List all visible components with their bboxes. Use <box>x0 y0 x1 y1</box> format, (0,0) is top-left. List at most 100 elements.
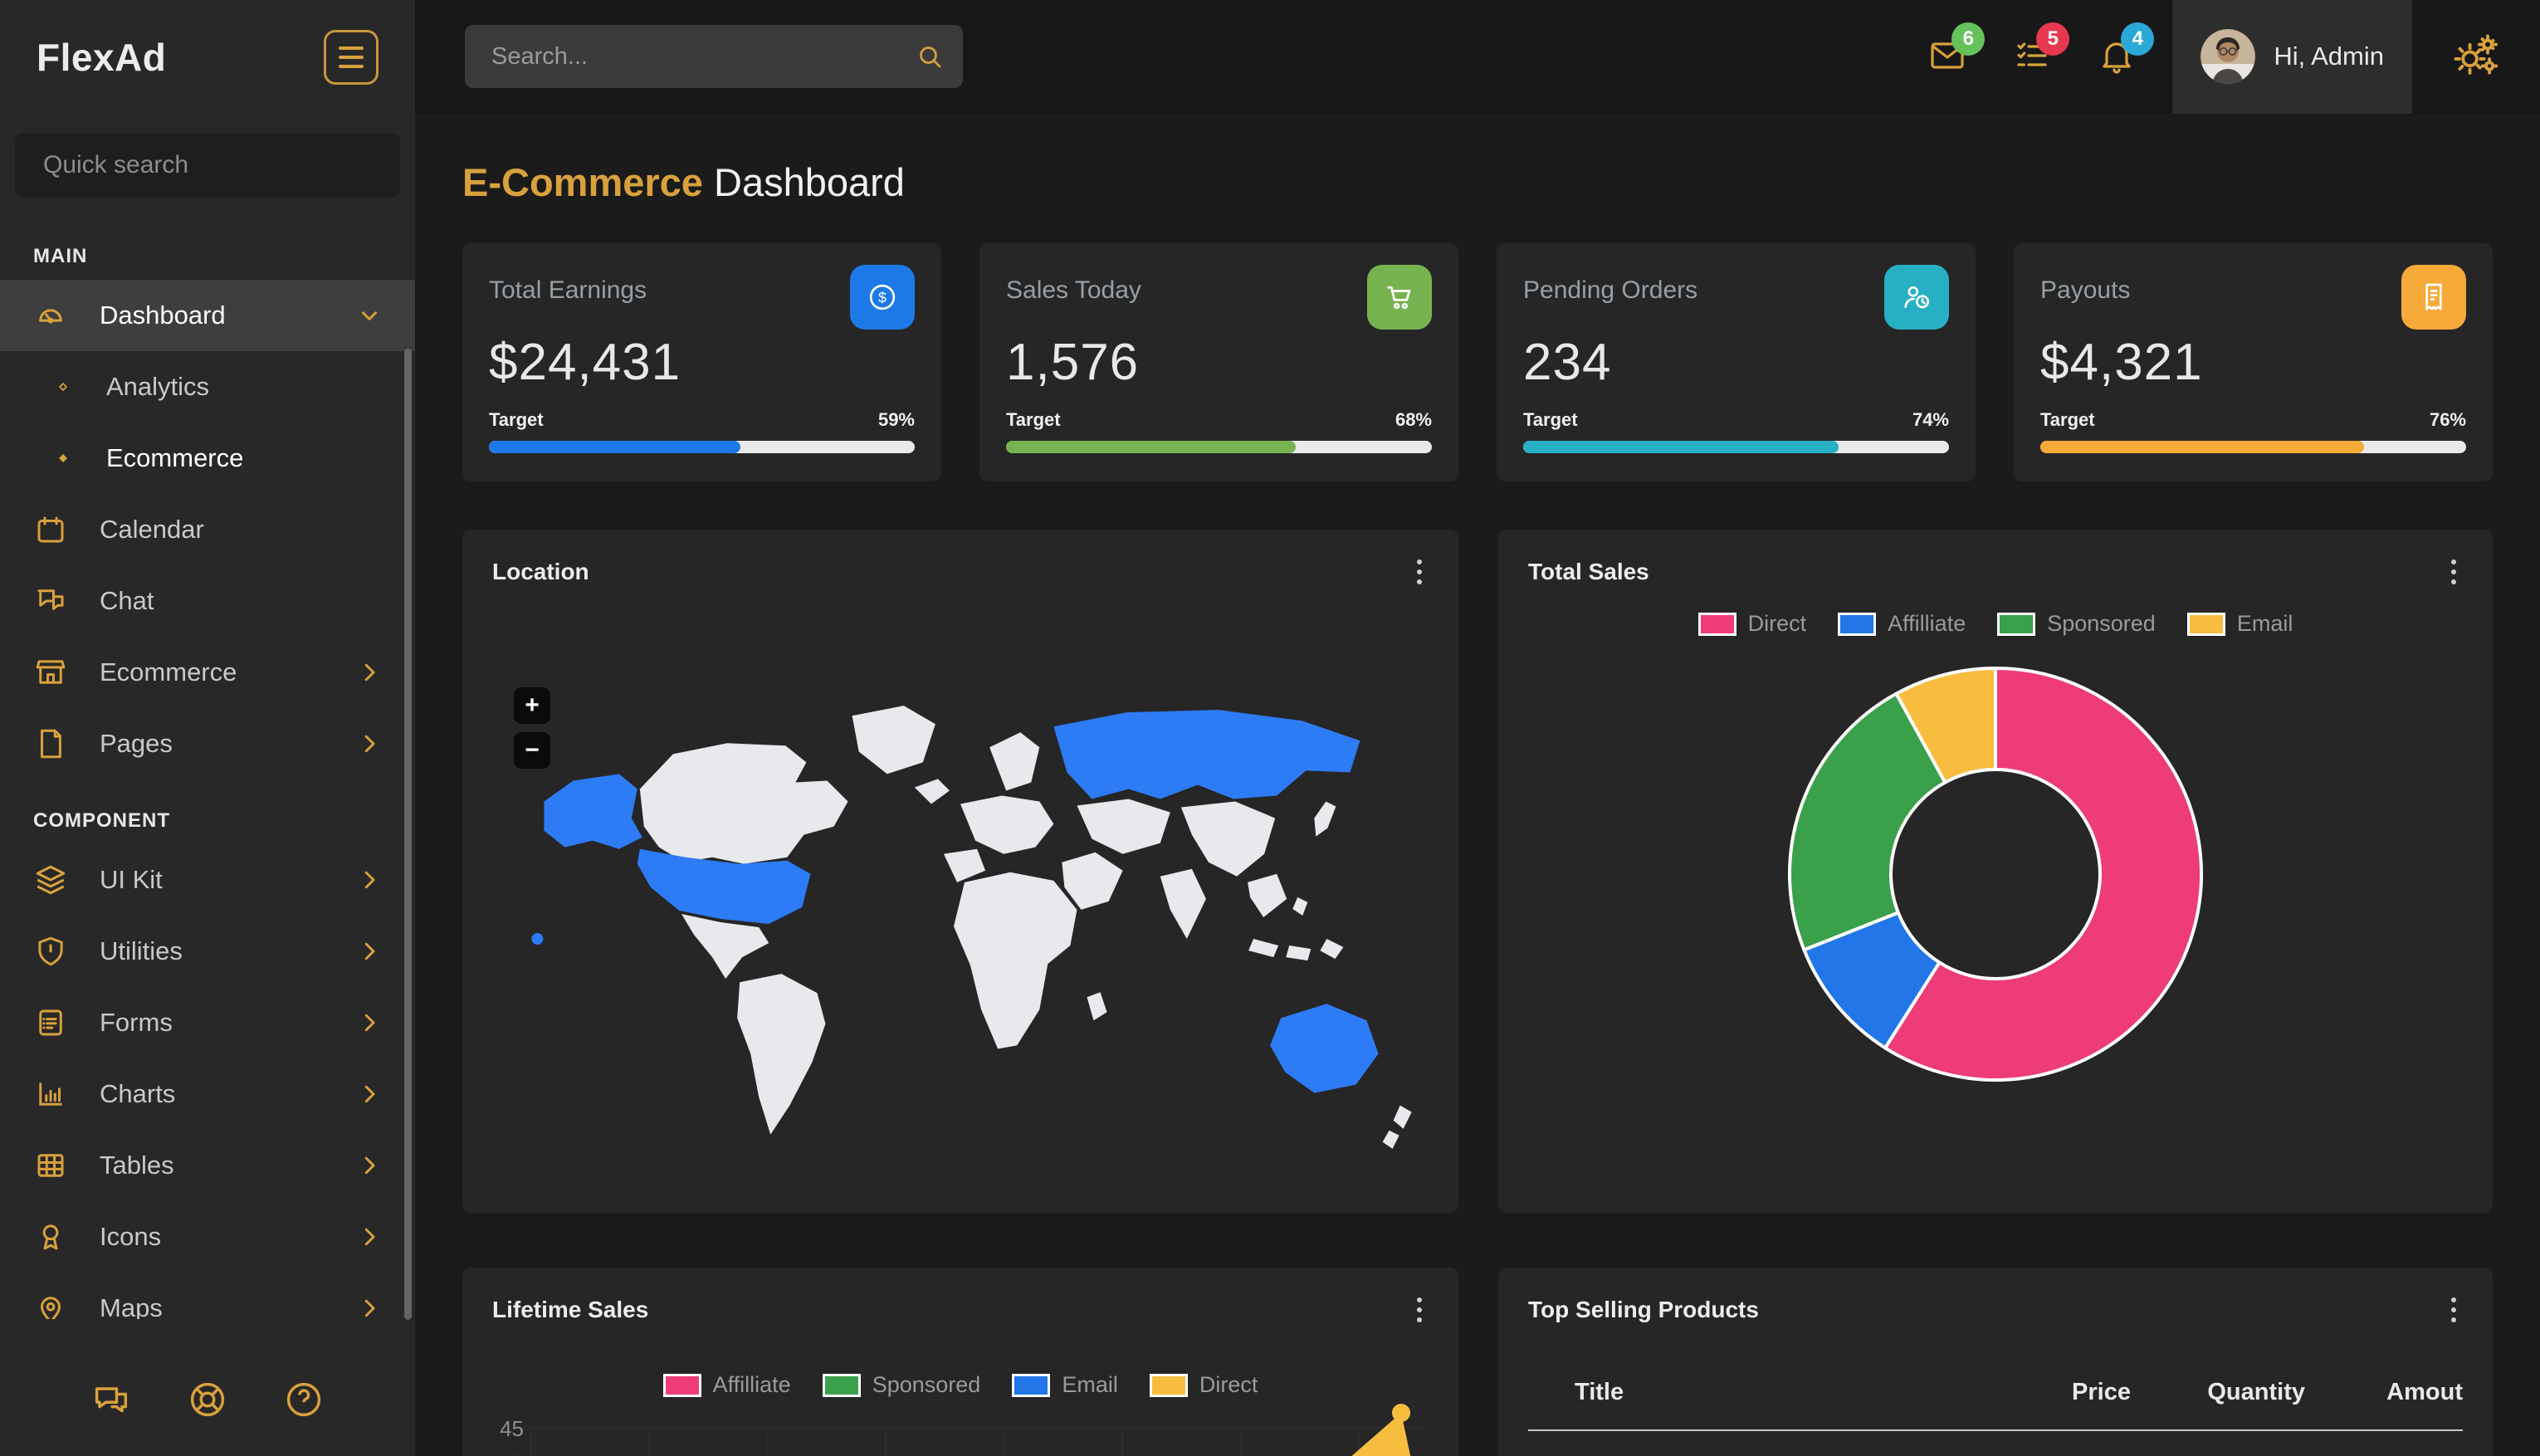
card-title: Lifetime Sales <box>492 1297 649 1322</box>
progress-track <box>1523 441 1949 453</box>
target-percent: 76% <box>2429 409 2466 430</box>
sidebar-item-label: Ecommerce <box>106 443 244 472</box>
card-menu-button[interactable] <box>1410 555 1429 589</box>
world-map[interactable]: + − <box>492 589 1429 1204</box>
donut-slice-direct <box>1883 667 2203 1082</box>
chevron-right-icon <box>357 1153 382 1178</box>
stat-card-payouts: Payouts $4,321 Target 76% <box>2014 243 2493 481</box>
user-menu[interactable]: Hi, Admin <box>2172 0 2412 114</box>
location-card: Location + − <box>462 530 1458 1213</box>
progress-track <box>1006 441 1432 453</box>
card-menu-button[interactable] <box>2445 1292 2463 1327</box>
topbar: 6 5 4 <box>415 0 2540 114</box>
sidebar-item-forms[interactable]: Forms <box>0 987 415 1058</box>
target-percent: 59% <box>877 409 915 430</box>
col-title: Title <box>1575 1379 1624 1405</box>
sidebar-item-label: Charts <box>100 1079 176 1108</box>
sidebar-item-label: Chat <box>100 586 154 615</box>
support-chat-button[interactable] <box>89 1378 134 1423</box>
clipboard-icon <box>33 1004 70 1041</box>
chevron-right-icon <box>357 867 382 892</box>
sidebar-scrollbar[interactable] <box>404 349 412 1320</box>
dollar-circle-icon: $ <box>850 265 915 330</box>
messages-button[interactable]: 6 <box>1927 22 1986 77</box>
sidebar-footer <box>0 1320 415 1456</box>
stat-value: $24,431 <box>489 334 681 391</box>
progress-fill <box>1006 441 1296 453</box>
lifebuoy-icon <box>190 1382 225 1417</box>
menu-toggle-button[interactable] <box>324 29 379 85</box>
lifebuoy-button[interactable] <box>185 1378 230 1423</box>
sidebar-item-label: Ecommerce <box>100 657 237 686</box>
chevron-right-icon <box>357 660 382 685</box>
messages-badge: 6 <box>1951 22 1986 56</box>
lifetime-sales-chart: 45 40 <box>492 1403 1429 1456</box>
col-quantity: Quantity <box>2207 1379 2305 1405</box>
settings-button[interactable] <box>2449 30 2502 83</box>
chevron-right-icon <box>357 1082 382 1107</box>
sidebar-item-dashboard[interactable]: Dashboard <box>0 280 415 351</box>
sidebar-item-tables[interactable]: Tables <box>0 1130 415 1201</box>
sidebar-item-icons[interactable]: Icons <box>0 1201 415 1273</box>
sidebar-item-pages[interactable]: Pages <box>0 708 415 779</box>
notifications-button[interactable]: 4 <box>2096 22 2155 77</box>
target-label: Target <box>1006 409 1061 430</box>
shield-icon <box>33 933 70 970</box>
products-table: Title Price Quantity Amout 1. PlayStatio… <box>1528 1379 2463 1456</box>
sidebar-nav: MAIN Dashboard Analytics <box>0 215 415 1319</box>
sidebar: FlexAd MAIN Dashboard <box>0 0 415 1456</box>
sidebar-item-chat[interactable]: Chat <box>0 565 415 637</box>
stat-cards-row: Total Earnings $ $24,431 Target 59% Sale… <box>462 243 2493 481</box>
total-sales-donut-chart <box>1788 667 2203 1082</box>
search-input[interactable] <box>465 42 963 71</box>
target-label: Target <box>2040 409 2095 430</box>
sidebar-item-ecommerce-sub[interactable]: Ecommerce <box>0 423 415 494</box>
sidebar-item-utilities[interactable]: Utilities <box>0 916 415 987</box>
col-price: Price <box>2072 1379 2131 1405</box>
bottom-row: Lifetime Sales Affilliate Sponsored Emai… <box>462 1268 2493 1456</box>
tasks-button[interactable]: 5 <box>2011 22 2070 77</box>
sidebar-item-ecommerce[interactable]: Ecommerce <box>0 637 415 708</box>
legend-swatch-email <box>2186 612 2225 636</box>
stat-card-sales-today: Sales Today 1,576 Target 68% <box>979 243 1458 481</box>
area-point-marker <box>1392 1404 1410 1422</box>
tasks-badge: 5 <box>2036 22 2070 56</box>
search-icon <box>915 42 945 71</box>
donut-slice-sponsored <box>1788 691 1947 952</box>
sidebar-item-charts[interactable]: Charts <box>0 1058 415 1130</box>
sidebar-item-label: UI Kit <box>100 865 163 894</box>
sidebar-item-analytics[interactable]: Analytics <box>0 351 415 423</box>
award-icon <box>33 1219 70 1255</box>
card-menu-button[interactable] <box>1410 1292 1429 1327</box>
quick-search-input[interactable] <box>15 133 400 197</box>
card-menu-button[interactable] <box>2445 555 2463 589</box>
legend-swatch-affilliate <box>662 1373 701 1397</box>
help-button[interactable] <box>281 1378 326 1423</box>
target-label: Target <box>489 409 544 430</box>
layers-icon <box>33 862 70 898</box>
calendar-icon <box>33 511 70 548</box>
map-zoom-in-button[interactable]: + <box>514 687 550 724</box>
table-row[interactable]: 1. PlayStation Store Gift Card $10 100 $… <box>1528 1431 2463 1456</box>
progress-track <box>2040 441 2466 453</box>
map-zoom-out-button[interactable]: − <box>514 732 550 769</box>
lifetime-plot-svg <box>529 1404 1429 1456</box>
legend-swatch-sponsored <box>1997 612 2036 636</box>
legend-label: Sponsored <box>2047 611 2156 636</box>
progress-fill <box>1523 441 1839 453</box>
sidebar-item-calendar[interactable]: Calendar <box>0 494 415 565</box>
sidebar-item-ui-kit[interactable]: UI Kit <box>0 844 415 916</box>
table-header-row: Title Price Quantity Amout <box>1528 1379 2463 1431</box>
y-tick-40: 40 <box>500 1451 524 1456</box>
card-title: Top Selling Products <box>1528 1297 1759 1322</box>
nav-section-component-label: COMPONENT <box>33 809 170 832</box>
stat-label: Pending Orders <box>1523 276 1698 304</box>
legend-label: Email <box>1062 1372 1118 1397</box>
chevron-right-icon <box>357 1010 382 1035</box>
legend-label: Direct <box>1747 611 1807 636</box>
notifications-badge: 4 <box>2121 22 2155 56</box>
help-icon <box>286 1382 321 1417</box>
cart-icon <box>1367 265 1432 330</box>
sidebar-item-maps[interactable]: Maps <box>0 1273 415 1319</box>
